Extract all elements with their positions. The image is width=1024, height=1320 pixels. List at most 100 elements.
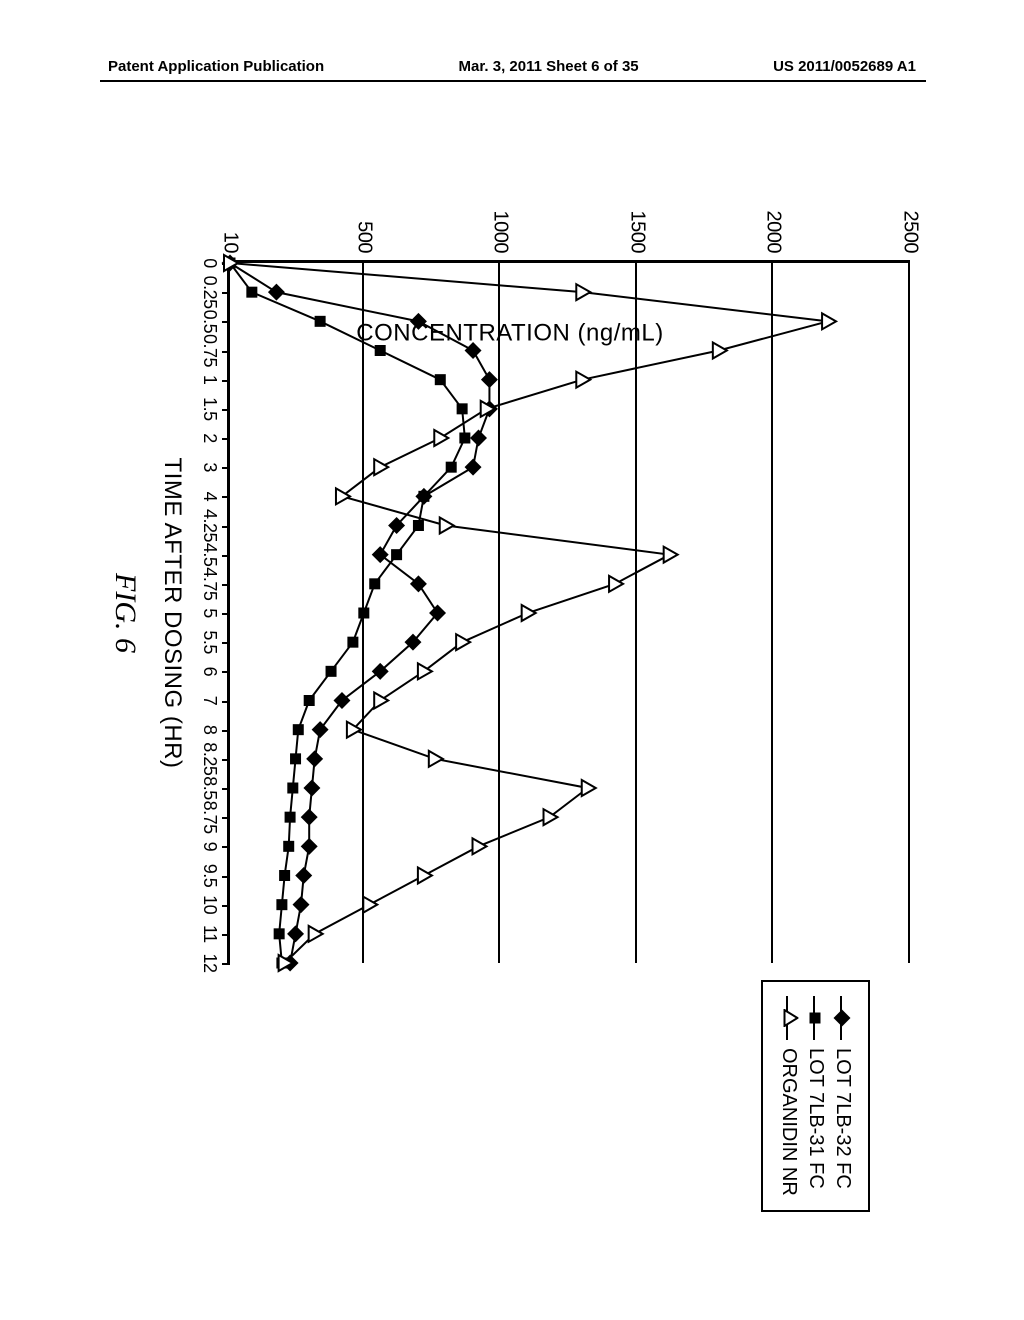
series-marker xyxy=(465,342,482,359)
series-marker xyxy=(522,605,536,621)
legend: LOT 7LB-32 FCLOT 7LB-31 FCORGANIDIN NR xyxy=(761,980,870,1212)
plot-area: 105001000150020002500 00.250.50.7511.523… xyxy=(227,260,910,963)
x-tick xyxy=(222,701,230,703)
series-marker xyxy=(279,870,290,881)
x-tick xyxy=(222,905,230,907)
header-left: Patent Application Publication xyxy=(108,58,324,75)
x-tick xyxy=(222,438,230,440)
series-marker xyxy=(465,459,482,476)
series-marker xyxy=(440,518,454,534)
series-marker xyxy=(459,433,470,444)
series-marker xyxy=(374,693,388,709)
x-tick xyxy=(222,671,230,673)
x-tick-label: 7 xyxy=(199,696,220,706)
series-marker xyxy=(309,926,323,942)
x-tick xyxy=(222,876,230,878)
x-tick-label: 4.75 xyxy=(199,567,220,600)
x-tick xyxy=(222,351,230,353)
series-marker xyxy=(304,695,315,706)
x-tick-label: 4 xyxy=(199,492,220,502)
series-marker xyxy=(435,374,446,385)
series-marker xyxy=(609,576,623,592)
x-tick xyxy=(222,963,230,965)
x-tick xyxy=(222,292,230,294)
series-marker xyxy=(293,896,310,913)
header-rule xyxy=(100,80,926,82)
figure-caption: FIG. 6 xyxy=(108,573,142,653)
legend-item: LOT 7LB-31 FC xyxy=(804,996,827,1196)
series-marker xyxy=(429,751,443,767)
y-tick-label: 2000 xyxy=(762,211,785,254)
series-marker xyxy=(287,783,298,794)
x-tick-label: 10 xyxy=(199,895,220,914)
series-marker xyxy=(375,345,386,356)
series-marker xyxy=(268,284,285,301)
x-tick-label: 6 xyxy=(199,667,220,677)
legend-label: LOT 7LB-31 FC xyxy=(804,1048,827,1189)
x-tick xyxy=(222,321,230,323)
x-tick xyxy=(222,934,230,936)
x-tick xyxy=(222,526,230,528)
series-marker xyxy=(293,724,304,735)
series-marker xyxy=(457,403,468,414)
y-tick-label: 1500 xyxy=(625,211,648,254)
x-tick xyxy=(222,730,230,732)
x-tick xyxy=(222,467,230,469)
x-tick xyxy=(222,409,230,411)
x-tick-label: 0.75 xyxy=(199,334,220,367)
series-marker xyxy=(470,430,487,447)
series-marker xyxy=(372,546,389,563)
legend-item: LOT 7LB-32 FC xyxy=(831,996,854,1196)
legend-label: LOT 7LB-32 FC xyxy=(831,1048,854,1189)
x-tick-label: 4.25 xyxy=(199,509,220,542)
x-tick xyxy=(222,642,230,644)
x-tick-label: 8.5 xyxy=(199,776,220,800)
series-marker xyxy=(285,812,296,823)
series-marker xyxy=(358,608,369,619)
series-marker xyxy=(326,666,337,677)
series-marker xyxy=(333,692,350,709)
chart-rotated-wrapper: CONCENTRATION (ng/mL) 105001000150020002… xyxy=(90,150,930,1240)
series-marker xyxy=(347,637,358,648)
series-marker xyxy=(576,284,590,300)
series-marker xyxy=(287,925,304,942)
series-marker xyxy=(391,549,402,560)
x-tick xyxy=(222,380,230,382)
x-tick-label: 5.5 xyxy=(199,630,220,654)
legend-symbol xyxy=(809,996,823,1040)
series-marker xyxy=(315,316,326,327)
series-marker xyxy=(363,897,377,913)
header-center: Mar. 3, 2011 Sheet 6 of 35 xyxy=(459,58,639,75)
x-tick xyxy=(222,846,230,848)
x-tick-label: 8.75 xyxy=(199,801,220,834)
series-marker xyxy=(418,868,432,884)
x-tick-label: 8.25 xyxy=(199,742,220,775)
x-tick-label: 4.5 xyxy=(199,543,220,567)
series-marker xyxy=(303,780,320,797)
x-tick-label: 0.5 xyxy=(199,310,220,334)
x-tick-label: 9.5 xyxy=(199,864,220,888)
series-marker xyxy=(473,838,487,854)
series-marker xyxy=(274,928,285,939)
x-tick-label: 2 xyxy=(199,433,220,443)
series-marker xyxy=(301,809,318,826)
x-tick xyxy=(222,788,230,790)
x-tick-label: 1.5 xyxy=(199,397,220,421)
x-tick-label: 0.25 xyxy=(199,276,220,309)
legend-label: ORGANIDIN NR xyxy=(777,1048,800,1196)
legend-symbol xyxy=(782,996,796,1040)
series-marker xyxy=(456,634,470,650)
series-marker xyxy=(306,750,323,767)
series-marker xyxy=(481,371,498,388)
series-marker xyxy=(369,578,380,589)
x-tick xyxy=(222,817,230,819)
x-tick-label: 12 xyxy=(199,953,220,972)
chart-series-svg xyxy=(230,263,910,963)
series-marker xyxy=(664,547,678,563)
series-marker xyxy=(582,780,596,796)
x-tick-label: 5 xyxy=(199,608,220,618)
header-right: US 2011/0052689 A1 xyxy=(773,58,916,75)
series-marker xyxy=(276,899,287,910)
series-marker xyxy=(283,841,294,852)
x-tick xyxy=(222,555,230,557)
